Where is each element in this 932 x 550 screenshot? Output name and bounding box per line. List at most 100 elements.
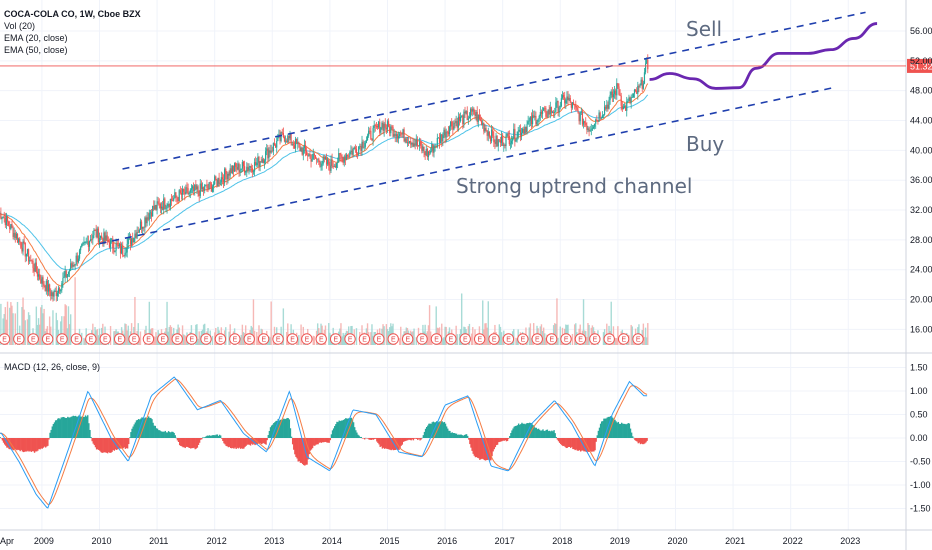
macd-histogram-bar — [554, 433, 556, 438]
earnings-badge-letter: E — [261, 337, 266, 344]
earnings-badge-letter: E — [333, 337, 338, 344]
volume-bar — [5, 319, 8, 345]
macd-histogram-bar — [293, 438, 295, 450]
macd-histogram-bar — [185, 438, 188, 447]
candle-body — [73, 265, 75, 266]
candle-body — [313, 153, 315, 156]
candle-body — [112, 238, 114, 248]
macd-histogram-bar — [254, 438, 256, 446]
candle-body — [19, 238, 21, 242]
earnings-badge — [517, 333, 529, 345]
earnings-badge-letter: E — [146, 337, 151, 344]
candle-body — [600, 117, 602, 119]
candle-body — [24, 243, 26, 257]
ema50-indicator-label[interactable]: EMA (50, close) — [4, 45, 68, 55]
candle-body — [304, 145, 307, 151]
candle-body — [1, 217, 3, 219]
candle-body — [5, 216, 8, 226]
volume-bar — [385, 324, 388, 345]
earnings-badge-letter: E — [189, 337, 194, 344]
volume-bar — [484, 323, 486, 345]
macd-histogram-bar — [285, 418, 287, 438]
macd-histogram-bar — [15, 438, 17, 450]
earnings-badge — [502, 333, 515, 345]
macd-histogram-bar — [635, 438, 637, 441]
macd-histogram-bar — [54, 420, 57, 438]
macd-histogram-bar — [97, 438, 99, 450]
candle-body — [262, 159, 265, 163]
macd-histogram-bar — [146, 417, 149, 438]
macd-histogram-bar — [84, 415, 87, 438]
candle-body — [391, 126, 393, 128]
candle-body — [442, 135, 444, 142]
macd-histogram-bar — [202, 437, 204, 438]
macd-histogram-bar — [519, 424, 521, 438]
volume-bar — [456, 334, 458, 345]
candle-body — [284, 140, 287, 142]
macd-signal-line — [0, 378, 648, 506]
macd-histogram-bar — [183, 438, 185, 448]
macd-histogram-bar — [26, 438, 28, 452]
macd-histogram-bar — [352, 422, 355, 438]
candle-body — [72, 265, 74, 267]
ema20-indicator-label[interactable]: EMA (20, close) — [4, 33, 68, 43]
macd-histogram-bar — [332, 428, 335, 438]
candle-body — [419, 141, 421, 146]
earnings-badge — [545, 333, 558, 345]
candle-body — [358, 146, 360, 155]
macd-histogram-bar — [634, 438, 636, 441]
candle-body — [536, 121, 538, 125]
candle-body — [506, 133, 508, 136]
macd-histogram-bar — [294, 438, 296, 455]
macd-histogram-bar — [281, 419, 284, 438]
channel-lines — [99, 11, 866, 245]
macd-histogram-bar — [245, 438, 247, 446]
macd-histogram-bar — [553, 430, 555, 438]
earnings-badge — [459, 333, 471, 345]
volume-bar — [56, 320, 59, 345]
volume-bar — [498, 324, 501, 345]
macd-histogram-bar — [342, 419, 345, 438]
macd-histogram-bar — [366, 438, 368, 439]
macd-histogram-bar — [115, 438, 118, 450]
macd-histogram-bar — [472, 438, 474, 454]
candle-body — [9, 225, 11, 230]
candle-body — [239, 169, 241, 173]
volume-bar — [52, 310, 54, 345]
candle-body — [554, 111, 556, 114]
earnings-badge-letter: E — [463, 337, 468, 344]
symbol-title[interactable]: COCA-COLA CO, 1W, Cboe BZX — [4, 9, 141, 19]
macd-line — [0, 376, 648, 509]
candle-body — [210, 183, 212, 192]
candle-body — [322, 156, 324, 164]
candle-body — [472, 108, 474, 112]
volume-bar — [341, 336, 343, 345]
candle-body — [503, 144, 505, 146]
channel-annotation: Strong uptrend channel — [456, 174, 692, 198]
candle-body — [525, 126, 527, 133]
candle-body — [639, 85, 641, 87]
candle-body — [190, 188, 193, 190]
earnings-badge — [574, 333, 587, 345]
candle-body — [482, 122, 484, 126]
volume-bar — [258, 325, 260, 345]
macd-histogram-bar — [151, 419, 153, 438]
candle-body — [396, 134, 399, 139]
candle-body — [20, 241, 22, 248]
volume-indicator-label[interactable]: Vol (20) — [4, 21, 36, 31]
axes: 56.00 52.00 48.00 44.00 40.00 36.00 32.00 28.00… — [0, 26, 932, 546]
candle-body — [446, 131, 448, 133]
candle-body — [378, 121, 380, 128]
candle-body — [139, 221, 142, 230]
candle-body — [496, 135, 498, 147]
price-tick-label: 44.00 — [910, 116, 932, 126]
candle-body — [323, 156, 325, 160]
macd-histogram-bar — [13, 438, 16, 450]
macd-indicator-label[interactable]: MACD (12, 26, close, 9) — [4, 362, 101, 372]
macd-histogram-bar — [187, 438, 190, 448]
volume-bar — [582, 299, 585, 345]
macd-histogram-bar — [604, 418, 606, 438]
macd-histogram-bar — [400, 438, 402, 446]
volume-bar — [616, 338, 618, 345]
